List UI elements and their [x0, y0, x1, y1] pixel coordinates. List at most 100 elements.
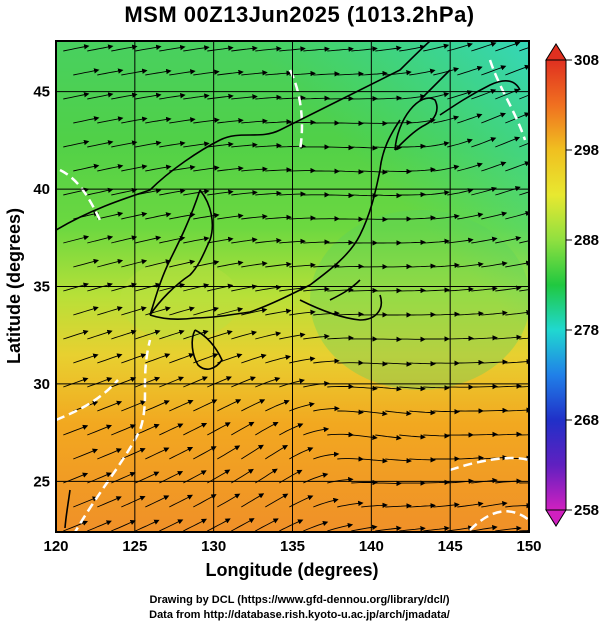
streamline — [169, 399, 194, 412]
streamline — [313, 451, 340, 460]
streamline — [505, 407, 529, 413]
streamline — [87, 235, 114, 244]
streamline — [111, 44, 138, 52]
streamline — [207, 518, 231, 532]
streamline — [457, 212, 484, 220]
streamline — [505, 502, 529, 509]
streamline — [519, 46, 529, 52]
streamline — [423, 525, 450, 532]
streamline — [481, 407, 508, 414]
streamline — [97, 306, 123, 316]
streamline — [73, 306, 99, 316]
streamline — [409, 361, 436, 367]
streamline — [241, 261, 268, 268]
streamline — [471, 525, 498, 532]
streamline — [145, 259, 172, 268]
streamline — [433, 311, 460, 317]
streamline — [135, 423, 160, 436]
streamline — [111, 329, 137, 340]
streamline — [385, 410, 412, 417]
streamline — [481, 65, 507, 76]
streamline — [207, 93, 234, 100]
streamline — [169, 212, 196, 220]
streamline — [217, 445, 241, 460]
streamline — [279, 285, 306, 292]
streamline — [337, 409, 364, 415]
streamline — [111, 92, 138, 100]
streamline — [121, 306, 147, 316]
streamline — [471, 286, 498, 292]
streamline — [169, 69, 196, 76]
streamline — [183, 141, 210, 148]
streamline — [409, 263, 436, 269]
streamline — [399, 191, 426, 198]
streamline — [255, 237, 282, 244]
x-axis-ticks: 120 125 130 135 140 145 150 — [43, 538, 541, 555]
streamline — [87, 377, 113, 388]
streamline — [375, 95, 402, 101]
streamline — [505, 210, 529, 220]
y-tick-label: 45 — [33, 84, 50, 101]
streamline — [255, 376, 281, 388]
streamline — [231, 190, 258, 196]
streamline — [423, 141, 450, 148]
streamline — [457, 310, 484, 317]
streamline — [135, 235, 162, 244]
streamline — [135, 140, 162, 148]
streamline — [135, 282, 162, 292]
streamline — [457, 113, 483, 124]
credit-drawing: Drawing by DCL (https://www.gfd-dennou.o… — [149, 594, 450, 606]
y-axis-ticks: 25 30 35 40 45 — [33, 84, 50, 491]
streamline — [255, 284, 282, 292]
streamline — [241, 307, 268, 316]
streamline — [255, 518, 279, 532]
streamline — [399, 385, 426, 392]
streamline — [207, 330, 233, 340]
streamline — [279, 332, 306, 340]
streamline — [423, 43, 450, 52]
streamline — [265, 399, 290, 412]
x-axis-label: Longitude (degrees) — [205, 560, 378, 580]
streamline — [447, 237, 474, 244]
streamline — [399, 239, 426, 246]
streamline — [145, 306, 171, 316]
streamline — [87, 44, 114, 52]
streamline — [207, 376, 232, 388]
streamline — [399, 287, 426, 294]
streamline — [433, 67, 460, 76]
streamline — [183, 236, 210, 244]
streamline — [495, 41, 521, 52]
streamline — [97, 400, 123, 412]
streamline — [145, 353, 171, 364]
streamline — [481, 500, 508, 508]
streamline — [385, 361, 412, 367]
streamline — [457, 162, 483, 172]
streamline — [193, 306, 219, 316]
streamline — [265, 308, 292, 316]
streamline — [361, 410, 388, 417]
streamline — [183, 518, 207, 532]
streamline — [447, 525, 474, 532]
streamline — [457, 261, 484, 268]
streamline — [361, 70, 388, 77]
streamline — [159, 519, 184, 532]
streamline — [231, 94, 258, 100]
x-tick-label: 120 — [43, 538, 68, 555]
streamline — [217, 493, 241, 508]
streamline — [399, 143, 426, 149]
streamline — [327, 144, 354, 151]
streamline — [457, 359, 484, 366]
streamline — [231, 142, 258, 148]
streamline — [169, 259, 196, 268]
streamline — [519, 337, 529, 340]
streamline — [111, 282, 137, 292]
streamline — [337, 169, 364, 175]
streamline — [73, 116, 100, 124]
y-axis-label: Latitude (degrees) — [4, 208, 24, 364]
streamline — [193, 446, 217, 460]
streamline — [457, 455, 484, 461]
streamline — [289, 262, 316, 268]
streamline — [399, 434, 426, 440]
streamline — [361, 502, 388, 508]
streamline — [111, 424, 136, 436]
